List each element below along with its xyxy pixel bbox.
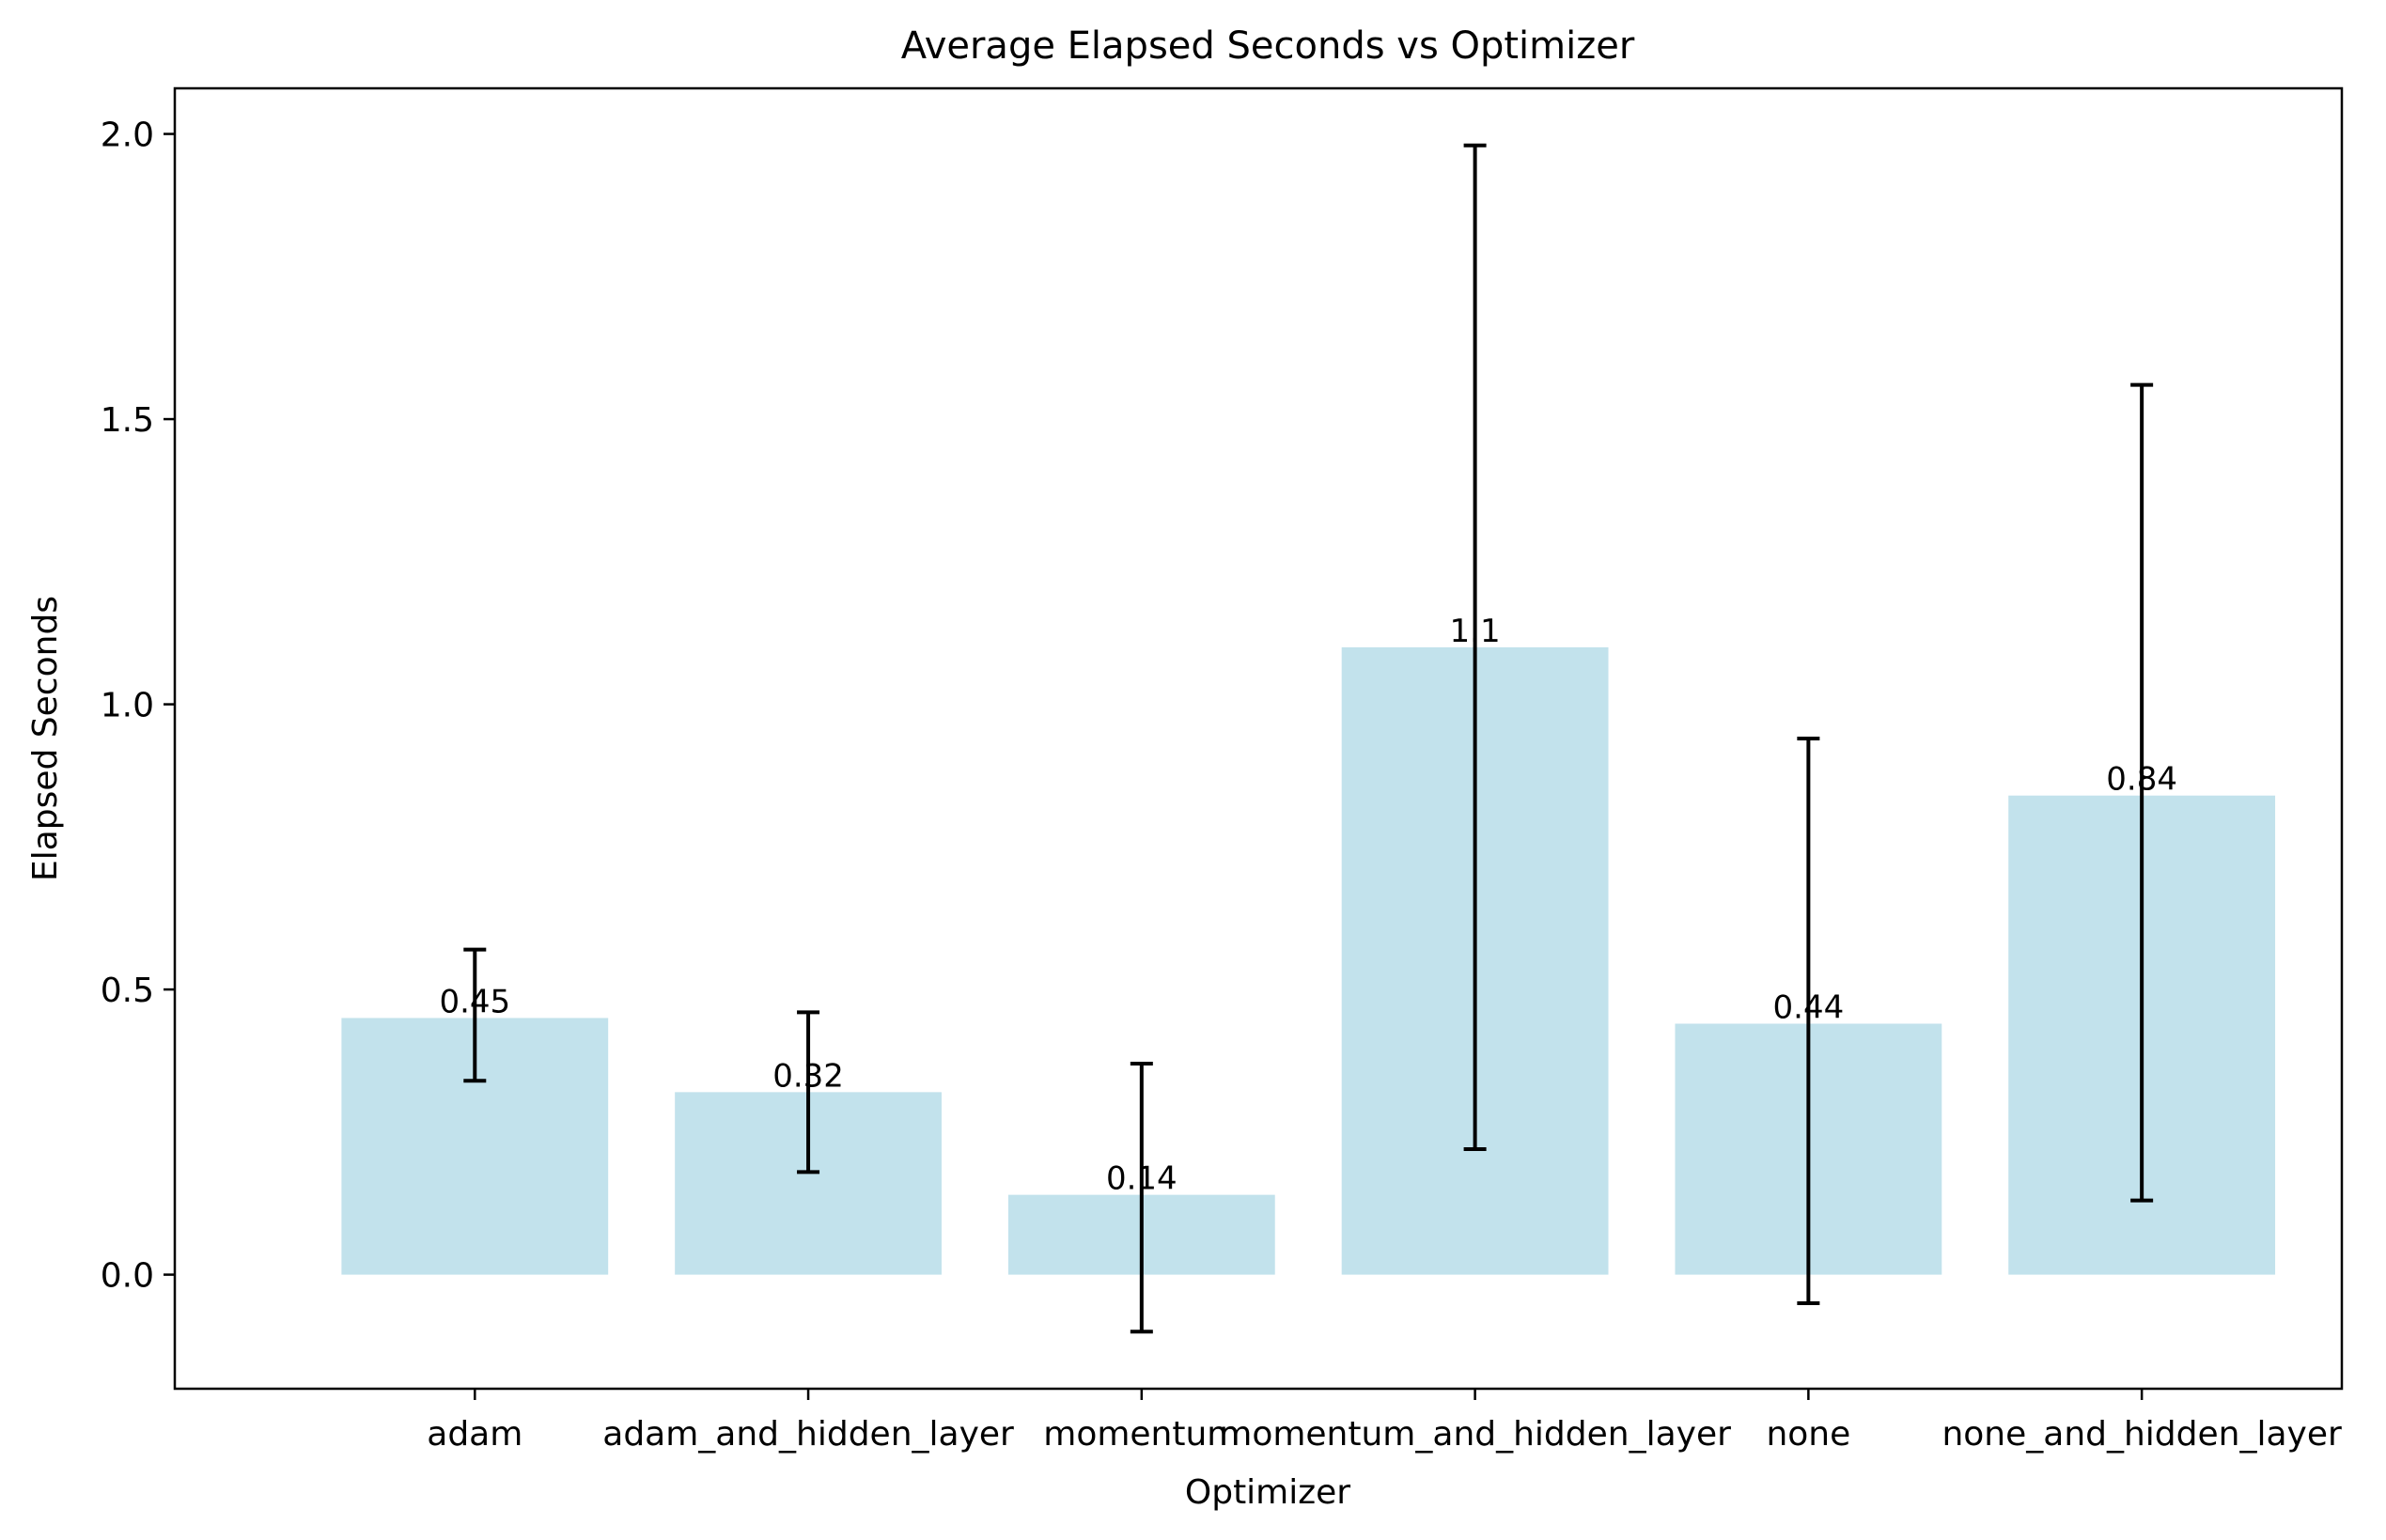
value-labels-layer: 0.45 0.32 0.14 1.1 0.44 0.84 [439,613,2177,1198]
value-label-none: 0.44 [1773,989,1845,1027]
x-tick-label-momentum_and_hidden_layer: momentum_and_hidden_layer [1219,1415,1731,1454]
value-label-adam_and_hidden_layer: 0.32 [772,1057,844,1095]
y-axis: 0.0 0.5 1.0 1.5 2.0 [101,117,175,1296]
x-tick-label-adam_and_hidden_layer: adam_and_hidden_layer [602,1415,1014,1454]
y-axis-label: Elapsed Seconds [26,596,65,881]
y-tick-label-1.0: 1.0 [101,687,154,725]
value-label-adam: 0.45 [439,983,510,1020]
x-tick-label-adam: adam [427,1415,522,1454]
x-tick-label-momentum: momentum [1043,1415,1240,1454]
y-tick-label-0.0: 0.0 [101,1257,154,1296]
y-tick-label-1.5: 1.5 [101,401,154,440]
x-axis: adam adam_and_hidden_layer momentummomentu… [427,1389,2342,1454]
plot-area: 0.45 0.32 0.14 1.1 0.44 0.84 [173,86,2344,1391]
x-tick-label-none: none [1766,1415,1850,1454]
value-label-momentum_and_hidden_layer: 1.1 [1450,613,1501,650]
chart-title: Average Elapsed Seconds vs Optimizer [901,24,1635,68]
bars-layer [341,646,2276,1275]
x-axis-label: Optimizer [1185,1473,1350,1512]
x-tick-label-none_and_hidden_layer: none_and_hidden_layer [1942,1415,2342,1454]
value-label-momentum: 0.14 [1106,1160,1177,1198]
axes-frame [173,86,2344,1391]
y-tick-label-0.5: 0.5 [101,972,154,1010]
error-bars-layer [463,143,2154,1334]
value-label-none_and_hidden_layer: 0.84 [2106,761,2177,799]
y-tick-label-2.0: 2.0 [101,117,154,155]
